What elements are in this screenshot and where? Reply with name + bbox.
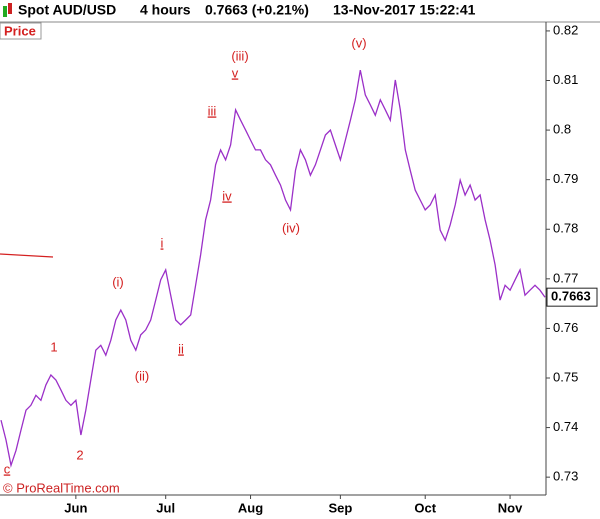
interval: 4 hours [140,2,191,18]
y-tick-label: 0.79 [553,171,578,186]
x-tick-label: Aug [238,500,263,515]
y-tick-label: 0.74 [553,419,578,434]
y-tick-label: 0.77 [553,270,578,285]
last-value-label: 0.7663 [551,289,591,304]
wave-label: (ii) [135,368,149,383]
x-tick-label: Jun [64,500,87,515]
wave-label: iv [222,188,232,203]
y-tick-label: 0.76 [553,320,578,335]
y-tick-label: 0.82 [553,22,578,37]
wave-label: iii [208,103,217,118]
wave-label: v [232,65,239,80]
x-tick-label: Sep [328,500,352,515]
wave-label: (v) [351,35,366,50]
y-tick-label: 0.78 [553,221,578,236]
price-line [0,69,546,468]
x-tick-label: Nov [498,500,523,515]
y-tick-label: 0.81 [553,72,578,87]
last-value-box [546,287,598,307]
x-tick-label: Jul [156,500,175,515]
logo-bar [3,6,7,17]
y-tick-label: 0.73 [553,469,578,484]
wave-label: (i) [112,274,124,289]
quote: 0.7663 (+0.21%) [205,2,309,18]
panel-label-box [0,22,42,40]
x-tick-label: Oct [414,500,436,515]
y-tick-label: 0.8 [553,122,571,137]
y-tick-label: 0.75 [553,369,578,384]
wave-label: 2 [76,447,83,462]
logo-bar [8,3,12,14]
timestamp: 13-Nov-2017 15:22:41 [333,2,476,18]
wave-label: i [161,235,164,250]
wave-label: (iii) [231,48,248,63]
symbol: Spot AUD/USD [18,2,116,18]
copyright: © ProRealTime.com [3,480,120,495]
wave-label: ii [178,341,184,356]
wave-label: c [4,461,11,476]
wave-label: 1 [50,339,57,354]
panel-label: Price [4,23,36,38]
drawn-line [0,253,54,258]
wave-label: (iv) [282,220,300,235]
